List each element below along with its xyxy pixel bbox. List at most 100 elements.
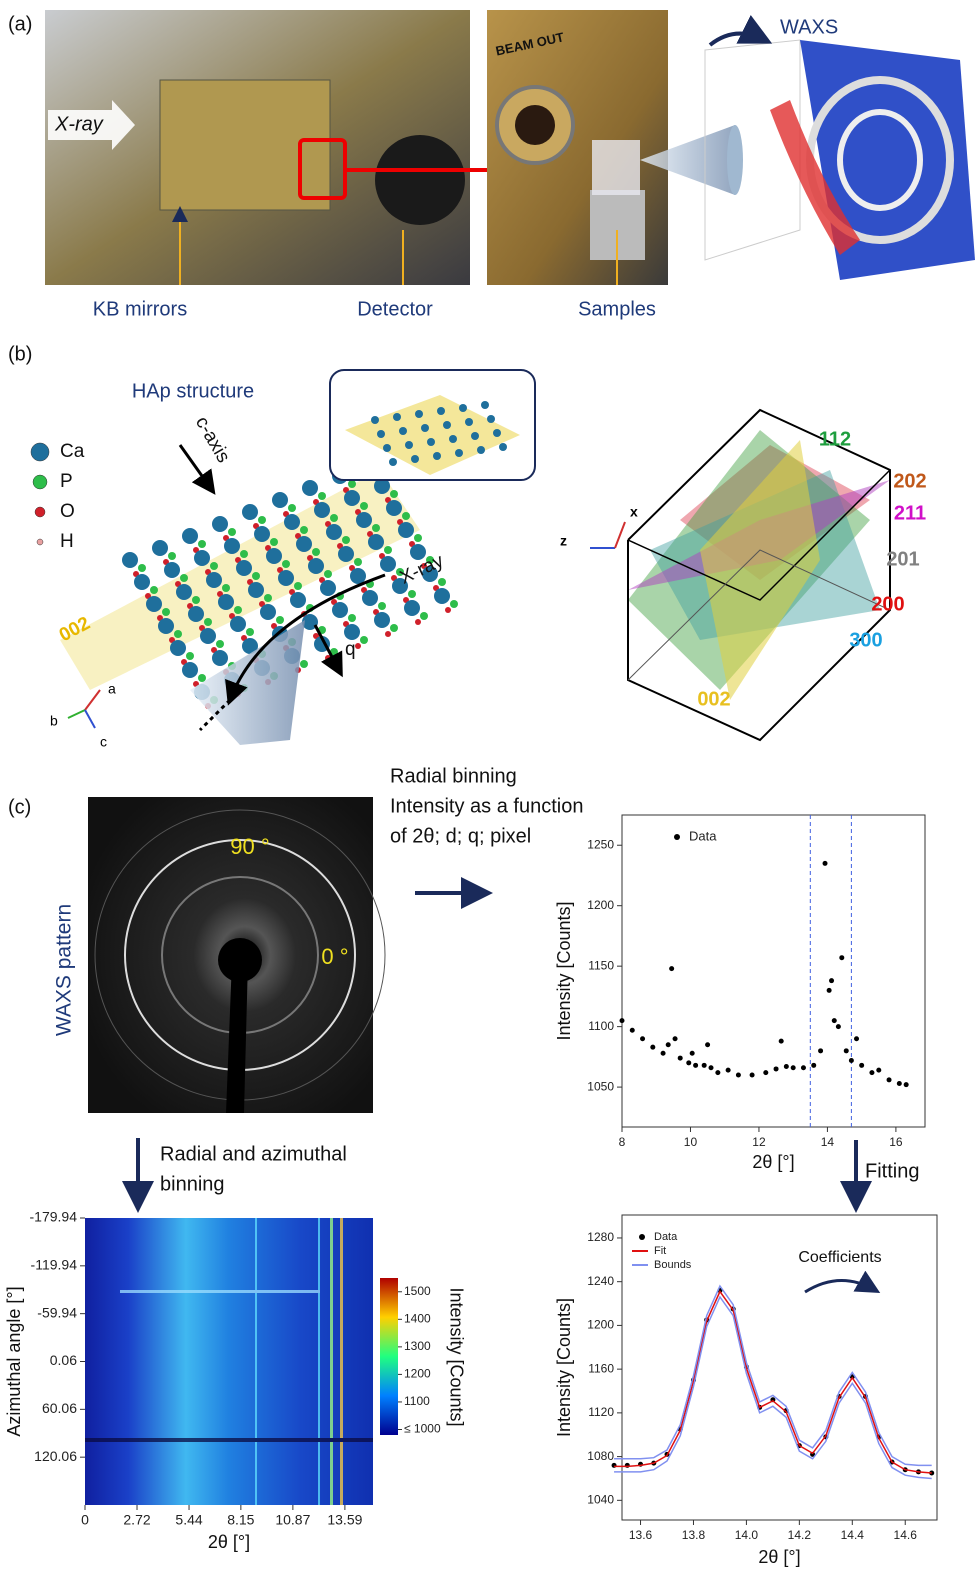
axis-label: z [560,533,567,549]
atom [302,480,318,496]
x-tick-label: 10 [684,1135,698,1149]
data-point [665,1042,671,1048]
plane-label: 201 [886,548,919,570]
step-text: of 2θ; d; q; pixel [390,825,531,847]
data-point [701,1062,707,1068]
atom [445,607,451,613]
atom [152,540,168,556]
atom [471,432,479,440]
beam-port-hole [515,105,555,145]
cone-end [727,125,743,195]
data-point [876,1067,882,1073]
atom [176,584,192,600]
atom [222,584,230,592]
data-point [773,1066,779,1072]
data-point [839,955,845,961]
atom [324,570,332,578]
axis-x [614,521,626,549]
y-tick-label: -119.94 [31,1257,78,1273]
y-tick-label: 1280 [587,1230,614,1244]
pattern-label: WAXS pattern [53,904,76,1036]
atom [320,580,336,596]
atom [164,562,180,578]
atom [493,429,501,437]
data-point [686,1060,692,1066]
inset-plane [345,395,520,475]
atom [198,540,206,548]
atom [434,588,450,604]
colorbar-tick-label: 1100 [404,1394,430,1408]
ring [837,109,923,211]
structure-title: HAp structure [132,380,254,402]
atom [404,600,420,616]
atom [438,578,446,586]
x-tick-label: 13.8 [682,1528,706,1542]
x-tick-label: 14.6 [894,1528,918,1542]
atom [396,568,404,576]
plane-shape [700,440,820,700]
stripe [255,1218,257,1505]
atom [234,606,242,614]
atom [230,616,246,632]
legend-label: H [60,531,74,552]
data-point [725,1067,731,1073]
data-point [859,1062,865,1068]
atom [368,534,384,550]
atom [371,416,379,424]
stripe [120,1290,320,1293]
data-point [650,1044,656,1050]
atom [420,612,428,620]
colorbar-tick-label: 1400 [404,1311,431,1325]
caption: KB mirrors [93,298,187,320]
y-tick-label: 1100 [588,1019,614,1033]
legend-label: Data [654,1231,678,1243]
panel-label: (a) [8,13,32,35]
atom [383,444,391,452]
y-tick-label: 60.06 [42,1400,77,1416]
atom [282,560,290,568]
x-tick-label: 5.44 [175,1512,202,1528]
atom [344,624,360,640]
axis-b [67,709,86,719]
atom [390,624,398,632]
atom [188,606,204,622]
step-text: Radial binning [390,765,517,787]
y-tick-label: 1160 [588,1361,614,1375]
plot-frame [621,1214,938,1521]
atom [411,455,419,463]
legend-label: O [60,501,75,522]
xray-arrow [48,100,135,150]
q-label: q [345,639,356,660]
plot-frame [621,814,926,1128]
atom [168,552,176,560]
atom [377,430,385,438]
angle-label: 90 ° [230,834,269,859]
legend-label: Bounds [654,1259,692,1271]
atom [427,438,435,446]
x-tick-label: 14.2 [788,1528,812,1542]
atom [300,526,308,534]
y-axis-label: Intensity [Counts] [554,901,574,1040]
data-point [835,1024,841,1030]
atom [296,536,312,552]
data-point [629,1027,635,1033]
atom [415,619,421,625]
atom [465,418,473,426]
colorbar-tick-label: 1500 [404,1284,431,1298]
atom [433,452,441,460]
y-tick-label: 1200 [587,898,614,912]
atom [422,566,438,582]
data-point [640,1036,646,1042]
atom [477,446,485,454]
atom [264,594,272,602]
atom [254,526,270,542]
stripe [85,1438,373,1442]
data-point [822,860,828,866]
atom [393,413,401,421]
heatmap-lines [85,1218,373,1505]
atom [236,560,252,576]
data-point [811,1062,817,1068]
atom [399,427,407,435]
atom [242,504,258,520]
atom-legend: Ca POH [30,441,85,552]
